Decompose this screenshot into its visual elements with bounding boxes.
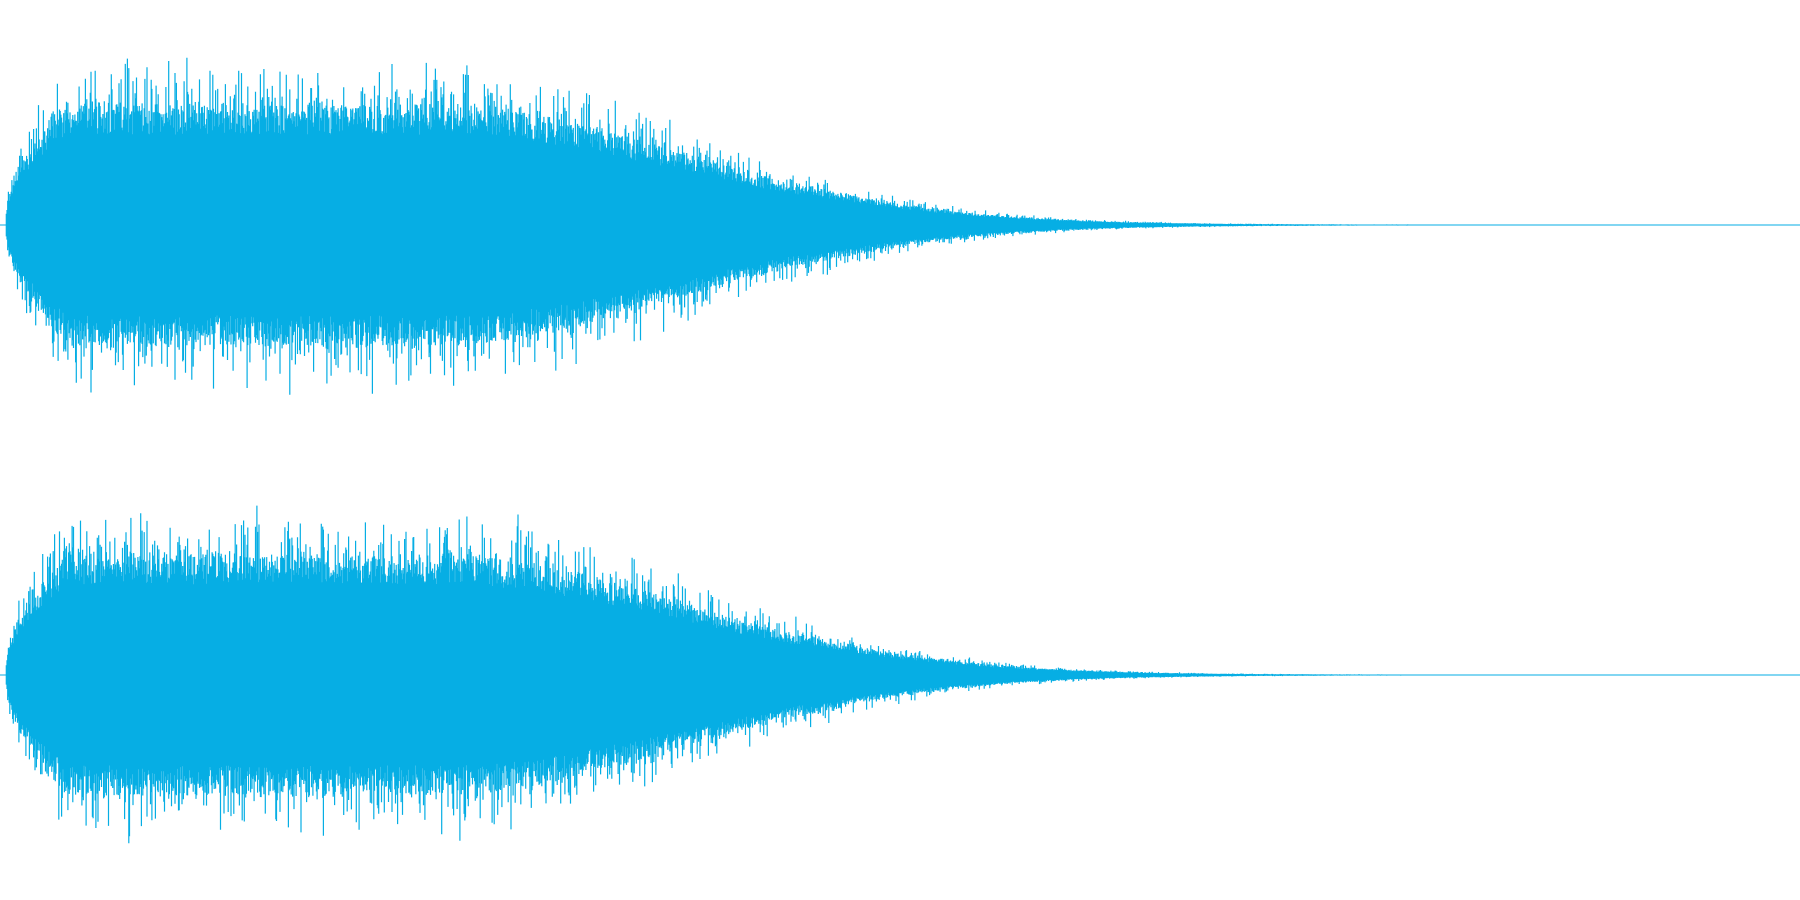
channel-waveform [5,57,1562,395]
channel-waveform [5,505,1562,844]
